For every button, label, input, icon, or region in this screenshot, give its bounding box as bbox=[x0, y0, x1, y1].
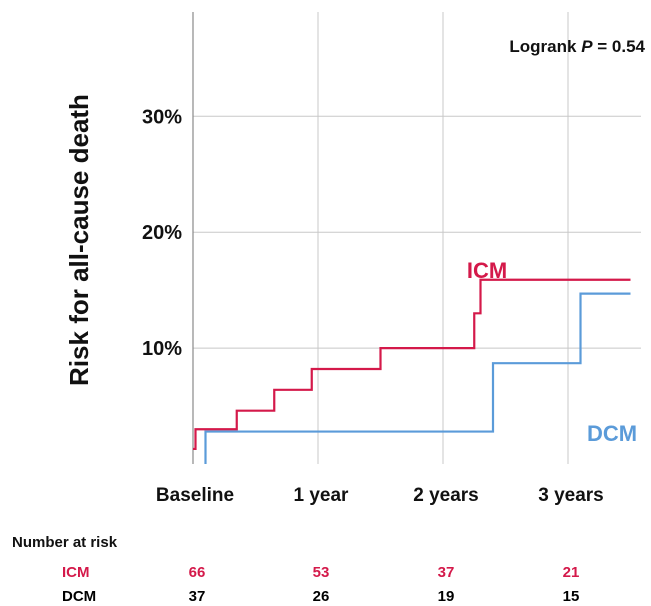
risk-value: 37 bbox=[188, 588, 206, 605]
risk-row-label: DCM bbox=[62, 588, 97, 605]
series-icm-line bbox=[193, 278, 631, 451]
series-label-icm: ICM bbox=[467, 258, 507, 283]
x-tick-label: 2 years bbox=[413, 485, 479, 506]
grid-lines bbox=[193, 12, 641, 464]
series-lines bbox=[193, 278, 631, 464]
x-tick-label: 1 year bbox=[294, 485, 350, 506]
risk-value: 26 bbox=[312, 588, 330, 605]
risk-value: 66 bbox=[188, 564, 206, 581]
x-tick-label: 3 years bbox=[538, 485, 604, 506]
risk-row-label: ICM bbox=[62, 564, 90, 581]
tick-labels: ICM DCM 10% 20% 30% Baseline 1 year 2 years 3 ye… bbox=[64, 37, 646, 506]
y-tick-label: 10% bbox=[142, 338, 182, 360]
y-tick-label: 20% bbox=[142, 222, 182, 244]
risk-value: 15 bbox=[562, 588, 580, 605]
x-tick-label: Baseline bbox=[156, 485, 234, 506]
risk-value: 19 bbox=[437, 588, 455, 605]
series-dcm-line bbox=[204, 292, 631, 464]
risk-table-title: Number at risk bbox=[12, 534, 118, 551]
risk-value: 53 bbox=[312, 564, 330, 581]
y-tick-label: 30% bbox=[142, 106, 182, 128]
risk-value: 37 bbox=[437, 564, 455, 581]
km-chart: ICM DCM 10% 20% 30% Baseline 1 year 2 years 3 ye… bbox=[64, 12, 646, 506]
y-axis-title: Risk for all-cause death bbox=[64, 94, 94, 386]
risk-value: 21 bbox=[562, 564, 580, 581]
series-label-dcm: DCM bbox=[587, 421, 637, 446]
logrank-annotation: Logrank P = 0.54 bbox=[509, 37, 645, 56]
